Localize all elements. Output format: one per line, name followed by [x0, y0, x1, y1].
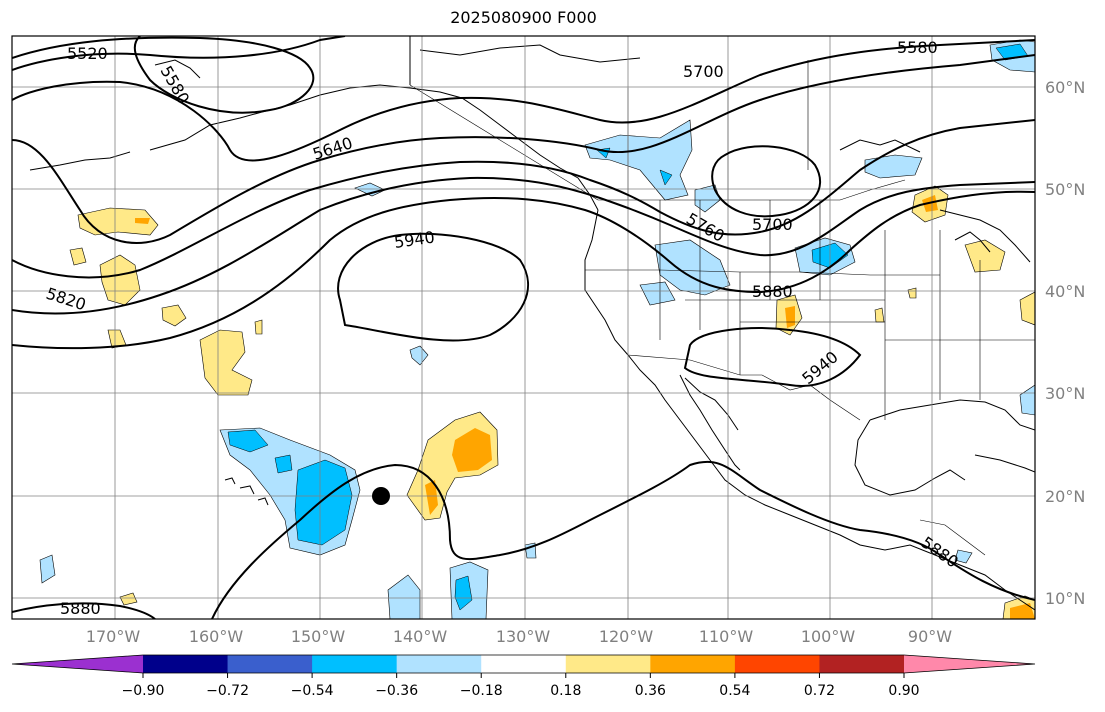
colorbar-tick-label: −0.36	[375, 683, 418, 699]
colorbar-segment	[312, 655, 398, 673]
colorbar-segment	[734, 655, 820, 673]
colorbar-tick-label: −0.54	[291, 683, 334, 699]
longitude-labels: 170°W 160°W 150°W 140°W 130°W 120°W 110°…	[86, 627, 952, 646]
colorbar-tick-label: 0.72	[804, 683, 835, 699]
colorbar-tick-label: 0.54	[719, 683, 750, 699]
colorbar-tick-label: −0.18	[460, 683, 503, 699]
strong-positive-anomaly-shading	[135, 195, 1035, 619]
contour-label: 5880	[752, 282, 793, 301]
colorbar-segment	[481, 655, 567, 673]
contour-label: 5880	[60, 599, 101, 618]
colorbar-segment	[143, 655, 229, 673]
map-background	[12, 36, 1035, 619]
coastlines	[29, 36, 1035, 611]
lat-label: 50°N	[1045, 180, 1085, 199]
lon-label: 120°W	[599, 627, 654, 646]
height-contours	[12, 36, 1035, 619]
colorbar-tick-label: 0.36	[635, 683, 666, 699]
colorbar-tick-label: 0.18	[550, 683, 581, 699]
map-content: 5520 5580 5580 5640 5700 5700 5760 5820 …	[12, 36, 1035, 619]
colorbar-segment	[565, 655, 651, 673]
lon-label: 140°W	[393, 627, 448, 646]
colorbar-segment	[650, 655, 736, 673]
lat-label: 30°N	[1045, 384, 1085, 403]
lon-label: 170°W	[86, 627, 141, 646]
contour-label: 5520	[67, 44, 108, 63]
black-dot-marker	[372, 487, 390, 505]
map-title: 2025080900 F000	[450, 8, 597, 27]
political-borders	[409, 60, 1035, 556]
lat-label: 40°N	[1045, 282, 1085, 301]
graticule	[12, 36, 1035, 619]
colorbar-segment	[396, 655, 482, 673]
colorbar-segment	[227, 655, 313, 673]
lon-label: 100°W	[801, 627, 856, 646]
colorbar-segment	[819, 655, 905, 673]
lon-label: 110°W	[699, 627, 754, 646]
colorbar-tick-label: −0.90	[122, 683, 165, 699]
lon-label: 160°W	[189, 627, 244, 646]
colorbar: −0.90 −0.72 −0.54 −0.36 −0.18 0.18 0.36 0.54 0.7…	[11, 654, 1036, 699]
contour-label: 5580	[897, 38, 938, 57]
contour-label: 5700	[752, 215, 793, 234]
contour-label: 5700	[683, 62, 724, 81]
lon-label: 90°W	[908, 627, 952, 646]
map-frame	[11, 35, 1036, 620]
colorbar-tick-label: −0.72	[206, 683, 249, 699]
lat-label: 60°N	[1045, 78, 1085, 97]
positive-anomaly-shading	[69, 185, 1035, 619]
lat-label: 20°N	[1045, 487, 1085, 506]
colorbar-extend-high	[904, 655, 1035, 673]
colorbar-extend-low	[12, 655, 143, 673]
lon-label: 130°W	[496, 627, 551, 646]
lon-label: 150°W	[291, 627, 346, 646]
latitude-labels: 60°N 50°N 40°N 30°N 20°N 10°N	[1045, 78, 1085, 608]
colorbar-tick-label: 0.90	[888, 683, 919, 699]
lat-label: 10°N	[1045, 589, 1085, 608]
